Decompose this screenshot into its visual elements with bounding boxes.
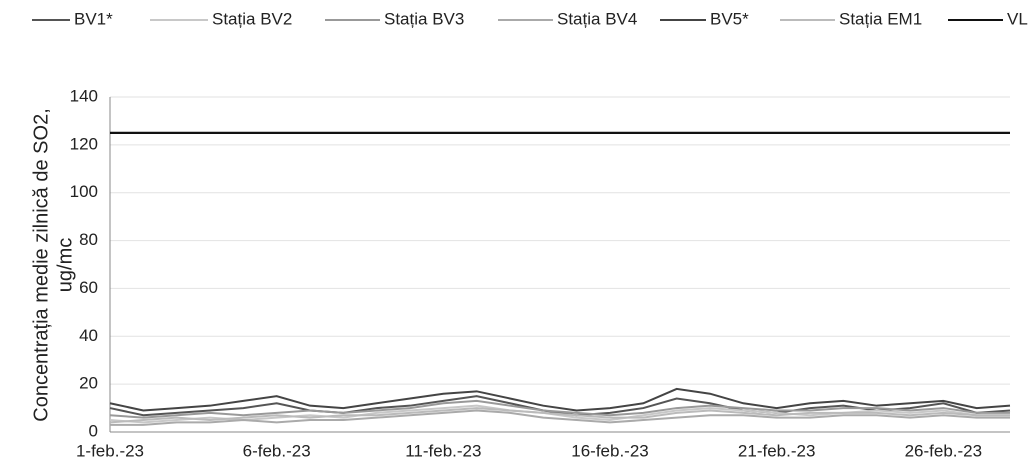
series-line <box>109 399 1010 419</box>
x-tick-label: 1-feb.-23 <box>76 441 144 460</box>
y-tick-label: 0 <box>89 421 98 440</box>
x-tick-label: 21-feb.-23 <box>738 441 816 460</box>
legend-label: BV5* <box>710 9 749 28</box>
legend-label: Stația BV4 <box>557 9 637 28</box>
y-tick-label: 120 <box>70 134 98 153</box>
legend-label: Stația BV3 <box>384 9 464 28</box>
x-tick-label: 11-feb.-23 <box>405 441 481 460</box>
legend-label: Stația BV2 <box>212 9 292 28</box>
series-line <box>109 404 1010 424</box>
series-line <box>110 409 1010 426</box>
legend-label: BV1* <box>74 9 113 28</box>
x-tick-label: 6-feb.-23 <box>243 441 311 460</box>
y-tick-label: 20 <box>79 374 98 393</box>
y-tick-label: 100 <box>70 182 98 201</box>
legend-label: Stația EM1 <box>839 9 922 28</box>
y-tick-label: 60 <box>79 278 98 297</box>
legend-label: VL <box>1007 9 1028 28</box>
y-tick-label: 140 <box>70 86 98 105</box>
y-axis-label: Concentrația medie zilnică de SO2, <box>30 108 52 422</box>
y-tick-label: 40 <box>79 326 98 345</box>
x-tick-label: 16-feb.-23 <box>571 441 649 460</box>
series-line <box>109 387 1011 412</box>
y-tick-label: 80 <box>79 230 98 249</box>
series-line <box>109 407 1010 424</box>
x-tick-label: 26-feb.-23 <box>905 441 983 460</box>
y-axis-label: ug/mc <box>54 238 76 292</box>
